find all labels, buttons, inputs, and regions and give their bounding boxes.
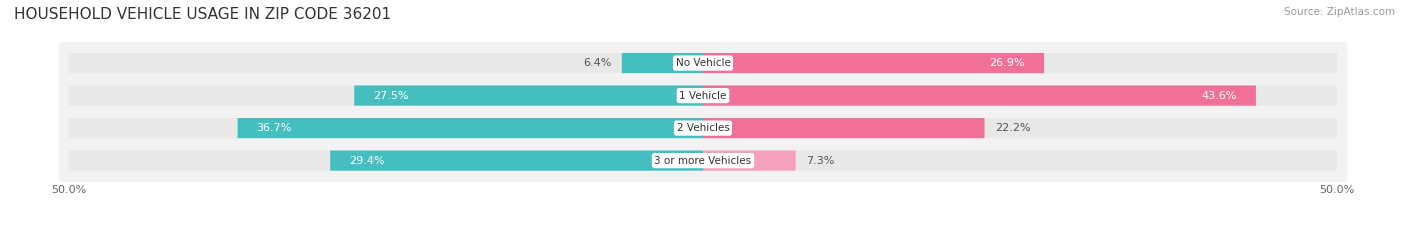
Text: 29.4%: 29.4% [349,156,385,166]
FancyBboxPatch shape [59,105,1347,151]
FancyBboxPatch shape [703,86,1256,106]
Text: 27.5%: 27.5% [373,91,409,101]
FancyBboxPatch shape [703,151,796,171]
FancyBboxPatch shape [703,118,984,138]
Text: 7.3%: 7.3% [806,156,834,166]
FancyBboxPatch shape [69,86,1337,106]
Text: Source: ZipAtlas.com: Source: ZipAtlas.com [1284,7,1395,17]
FancyBboxPatch shape [703,53,1045,73]
FancyBboxPatch shape [59,40,1347,86]
Text: 2 Vehicles: 2 Vehicles [676,123,730,133]
FancyBboxPatch shape [59,137,1347,184]
Text: 22.2%: 22.2% [994,123,1031,133]
FancyBboxPatch shape [354,86,703,106]
Text: 6.4%: 6.4% [583,58,612,68]
FancyBboxPatch shape [59,72,1347,119]
FancyBboxPatch shape [238,118,703,138]
Text: 36.7%: 36.7% [257,123,292,133]
Text: No Vehicle: No Vehicle [675,58,731,68]
Text: 26.9%: 26.9% [990,58,1025,68]
FancyBboxPatch shape [621,53,703,73]
FancyBboxPatch shape [69,151,1337,171]
Text: HOUSEHOLD VEHICLE USAGE IN ZIP CODE 36201: HOUSEHOLD VEHICLE USAGE IN ZIP CODE 3620… [14,7,391,22]
FancyBboxPatch shape [69,53,1337,73]
FancyBboxPatch shape [69,118,1337,138]
Text: 3 or more Vehicles: 3 or more Vehicles [654,156,752,166]
FancyBboxPatch shape [330,151,703,171]
Text: 1 Vehicle: 1 Vehicle [679,91,727,101]
Text: 43.6%: 43.6% [1202,91,1237,101]
